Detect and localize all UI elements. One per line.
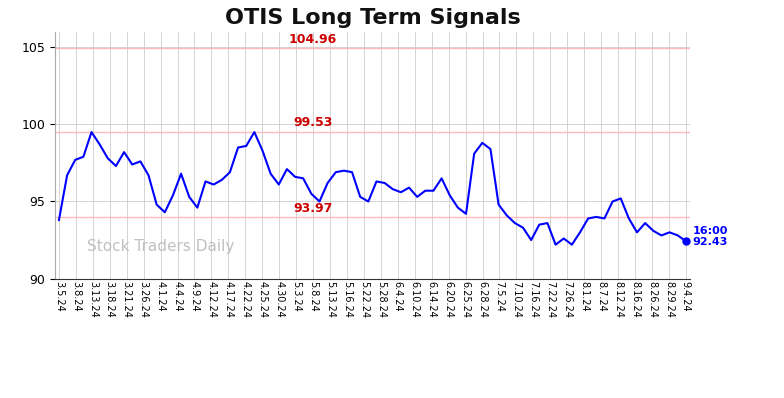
Text: Stock Traders Daily: Stock Traders Daily <box>86 239 234 254</box>
Text: 99.53: 99.53 <box>293 116 332 129</box>
Text: 16:00
92.43: 16:00 92.43 <box>692 226 728 247</box>
Title: OTIS Long Term Signals: OTIS Long Term Signals <box>224 8 521 27</box>
Text: 104.96: 104.96 <box>289 33 337 45</box>
Text: 93.97: 93.97 <box>293 202 332 215</box>
